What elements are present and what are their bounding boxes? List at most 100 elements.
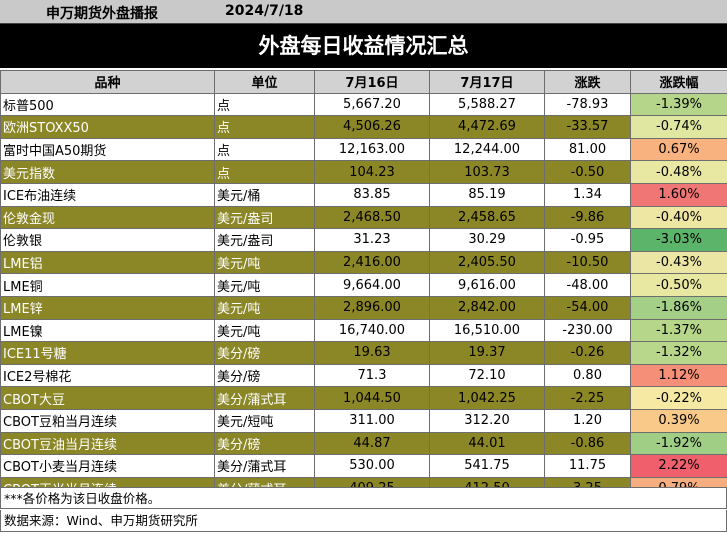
cell-unit: 美分/磅: [214, 341, 315, 365]
cell-change: -48.00: [544, 273, 631, 297]
cell-jul17: 9,616.00: [429, 273, 545, 297]
cell-jul17: 312.20: [429, 408, 545, 433]
cell-jul16: 530.00: [314, 454, 430, 478]
cell-jul16: 83.85: [314, 182, 430, 207]
col-header-unit: 单位: [214, 70, 315, 94]
cell-jul16: 44.87: [314, 431, 430, 456]
cell-name: CBOT大豆: [0, 386, 215, 410]
cell-unit: 点: [214, 115, 315, 139]
data-source: 数据来源：Wind、申万期货研究所: [0, 510, 727, 532]
cell-change: -0.95: [544, 228, 631, 252]
cell-name: ICE2号棉花: [0, 363, 215, 388]
table-row: CBOT大豆 美分/蒲式耳 1,044.50 1,042.25 -2.25 -0.22%: [0, 386, 727, 410]
cell-name: 标普500: [0, 92, 215, 117]
cell-change: -230.00: [544, 318, 631, 343]
table-row: 标普500 点 5,667.20 5,588.27 -78.93 -1.39%: [0, 92, 727, 117]
cell-change: -9.86: [544, 205, 631, 230]
cell-jul17: 2,458.65: [429, 205, 545, 230]
price-note: ***各价格为该日收盘价格。: [0, 487, 727, 509]
cell-unit: 点: [214, 92, 315, 117]
cell-jul17: 541.75: [429, 454, 545, 478]
cell-unit: 美分/磅: [214, 363, 315, 388]
table-row: 美元指数点 104.23 103.73 -0.50 -0.48%: [0, 160, 727, 184]
col-header-d17: 7月17日: [429, 70, 545, 94]
cell-change-pct: -1.92%: [630, 431, 727, 456]
cell-jul16: 9,664.00: [314, 273, 430, 297]
cell-change-pct: -0.48%: [630, 160, 727, 184]
cell-jul16: 2,896.00: [314, 295, 430, 320]
cell-change-pct: 2.22%: [630, 454, 727, 478]
cell-change: -2.25: [544, 386, 631, 410]
cell-change-pct: -1.39%: [630, 92, 727, 117]
cell-change: -0.86: [544, 431, 631, 456]
cell-name: LME锌: [0, 295, 215, 320]
cell-unit: 美元/吨: [214, 318, 315, 343]
table-row: LME镍 美元/吨 16,740.00 16,510.00 -230.00 -1.37%: [0, 318, 727, 343]
cell-jul16: 19.63: [314, 341, 430, 365]
cell-jul16: 2,416.00: [314, 250, 430, 275]
cell-jul17: 16,510.00: [429, 318, 545, 343]
cell-change-pct: -0.43%: [630, 250, 727, 275]
table-row: LME铝 美元/吨 2,416.00 2,405.50 -10.50 -0.43%: [0, 250, 727, 275]
cell-change: -54.00: [544, 295, 631, 320]
cell-jul16: 1,044.50: [314, 386, 430, 410]
cell-change-pct: -0.50%: [630, 273, 727, 297]
cell-change: 11.75: [544, 454, 631, 478]
cell-unit: 点: [214, 160, 315, 184]
cell-name: CBOT小麦当月连续: [0, 454, 215, 478]
cell-change: -33.57: [544, 115, 631, 139]
cell-unit: 美元/桶: [214, 182, 315, 207]
table-row: 欧洲STOXX50 点 4,506.26 4,472.69 -33.57 -0.74%: [0, 115, 727, 139]
cell-change-pct: 0.67%: [630, 137, 727, 162]
returns-table: 品种 单位 7月16日 7月17日 涨跌 涨跌幅 标普500 点 5,667.20 5…: [0, 70, 727, 501]
cell-unit: 美元/盎司: [214, 228, 315, 252]
cell-change: -0.26: [544, 341, 631, 365]
table-row: CBOT豆油当月连续 美分/磅 44.87 44.01 -0.86 -1.92%: [0, 431, 727, 456]
table-row: 富时中国A50期货点 12,163.00 12,244.00 81.00 0.67%: [0, 137, 727, 162]
cell-name: 欧洲STOXX50: [0, 115, 215, 139]
cell-change-pct: -1.32%: [630, 341, 727, 365]
table-body: 标普500 点 5,667.20 5,588.27 -78.93 -1.39% 欧洲STOX…: [0, 92, 727, 501]
cell-name: ICE布油连续: [0, 182, 215, 207]
cell-jul16: 71.3: [314, 363, 430, 388]
col-header-change: 涨跌: [544, 70, 631, 94]
cell-unit: 美分/蒲式耳: [214, 454, 315, 478]
cell-change-pct: 1.12%: [630, 363, 727, 388]
cell-jul17: 4,472.69: [429, 115, 545, 139]
cell-jul16: 16,740.00: [314, 318, 430, 343]
cell-jul17: 30.29: [429, 228, 545, 252]
cell-jul16: 104.23: [314, 160, 430, 184]
summary-banner: 外盘每日收益情况汇总: [0, 24, 727, 68]
cell-jul16: 311.00: [314, 408, 430, 433]
cell-jul17: 1,042.25: [429, 386, 545, 410]
cell-change: 1.20: [544, 408, 631, 433]
cell-name: LME铝: [0, 250, 215, 275]
table-row: LME铜 美元/吨 9,664.00 9,616.00 -48.00 -0.50%: [0, 273, 727, 297]
cell-change-pct: -0.40%: [630, 205, 727, 230]
table-row: ICE2号棉花 美分/磅 71.3 72.10 0.80 1.12%: [0, 363, 727, 388]
cell-name: LME镍: [0, 318, 215, 343]
report-date: 2024/7/18: [225, 3, 304, 19]
cell-jul16: 4,506.26: [314, 115, 430, 139]
cell-name: CBOT豆粕当月连续: [0, 408, 215, 433]
cell-jul17: 103.73: [429, 160, 545, 184]
col-header-d16: 7月16日: [314, 70, 430, 94]
cell-jul16: 31.23: [314, 228, 430, 252]
table-row: 伦敦银 美元/盎司 31.23 30.29 -0.95 -3.03%: [0, 228, 727, 252]
cell-change: 1.34: [544, 182, 631, 207]
table-row: CBOT豆粕当月连续 美元/短吨 311.00 312.20 1.20 0.39%: [0, 408, 727, 433]
cell-name: CBOT豆油当月连续: [0, 431, 215, 456]
cell-jul17: 44.01: [429, 431, 545, 456]
cell-change-pct: 1.60%: [630, 182, 727, 207]
cell-name: 伦敦银: [0, 228, 215, 252]
cell-jul17: 12,244.00: [429, 137, 545, 162]
cell-jul17: 2,405.50: [429, 250, 545, 275]
cell-change-pct: -1.86%: [630, 295, 727, 320]
cell-change: -0.50: [544, 160, 631, 184]
cell-change: -10.50: [544, 250, 631, 275]
cell-jul16: 2,468.50: [314, 205, 430, 230]
cell-jul17: 85.19: [429, 182, 545, 207]
cell-change-pct: -0.22%: [630, 386, 727, 410]
report-header: 申万期货外盘播报 2024/7/18: [0, 0, 727, 24]
